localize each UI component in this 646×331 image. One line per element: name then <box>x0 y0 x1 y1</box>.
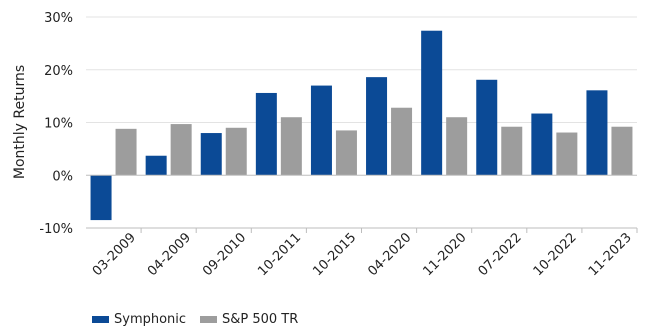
gridlines <box>86 16 637 229</box>
x-tick-label: 04-2020 <box>365 230 414 279</box>
y-tick-label: 20% <box>44 64 73 79</box>
x-tick-label: 11-2023 <box>586 230 635 279</box>
x-tick-label: 11-2020 <box>421 230 470 279</box>
x-tick-label: 10-2015 <box>310 230 359 279</box>
y-tick-labels: -10% 0% 10% 20% 30% <box>39 11 73 237</box>
x-tick-label: 03-2009 <box>90 230 139 279</box>
bar-sp500-09-2010 <box>225 127 247 176</box>
bar-sp500-10-2011 <box>280 117 302 176</box>
x-tick-label: 04-2009 <box>145 230 194 279</box>
x-tick-label: 10-2022 <box>531 230 580 279</box>
bar-sp500-11-2020 <box>446 117 468 176</box>
y-axis-label: Monthly Returns <box>12 65 28 179</box>
bar-sp500-04-2020 <box>391 107 413 176</box>
bar-symphonic-07-2022 <box>476 79 498 176</box>
bar-symphonic-11-2023 <box>586 90 608 176</box>
legend-swatch <box>200 316 217 323</box>
legend: Symphonic S&P 500 TR <box>92 312 298 327</box>
y-tick-label: 0% <box>52 169 73 184</box>
bar-symphonic-04-2020 <box>366 77 388 176</box>
bar-symphonic-04-2009 <box>145 155 167 176</box>
y-tick-label: 30% <box>44 11 73 26</box>
legend-label: S&P 500 TR <box>222 312 298 327</box>
legend-swatch <box>92 316 109 323</box>
x-tick-labels: 03-2009 04-2009 09-2010 10-2011 10-2015 04-20… <box>90 228 638 279</box>
bar-symphonic-10-2015 <box>310 85 332 176</box>
legend-label: Symphonic <box>114 312 186 327</box>
bar-sp500-11-2023 <box>611 126 633 176</box>
bar-symphonic-03-2009 <box>90 175 112 221</box>
bar-sp500-04-2009 <box>170 124 192 176</box>
axes <box>86 174 637 229</box>
bars <box>90 30 633 221</box>
x-tick-label: 10-2011 <box>255 230 304 279</box>
bar-symphonic-09-2010 <box>200 133 222 176</box>
bar-symphonic-10-2022 <box>531 113 553 176</box>
bar-sp500-10-2022 <box>556 132 578 176</box>
bar-sp500-03-2009 <box>115 128 137 176</box>
x-tick-label: 09-2010 <box>200 230 249 279</box>
y-tick-label: -10% <box>39 222 73 237</box>
bar-sp500-10-2015 <box>335 130 357 176</box>
bar-symphonic-11-2020 <box>421 30 443 176</box>
bar-sp500-07-2022 <box>501 126 523 176</box>
x-tick-label: 07-2022 <box>476 230 525 279</box>
bar-symphonic-10-2011 <box>255 92 277 176</box>
y-tick-label: 10% <box>44 117 73 132</box>
